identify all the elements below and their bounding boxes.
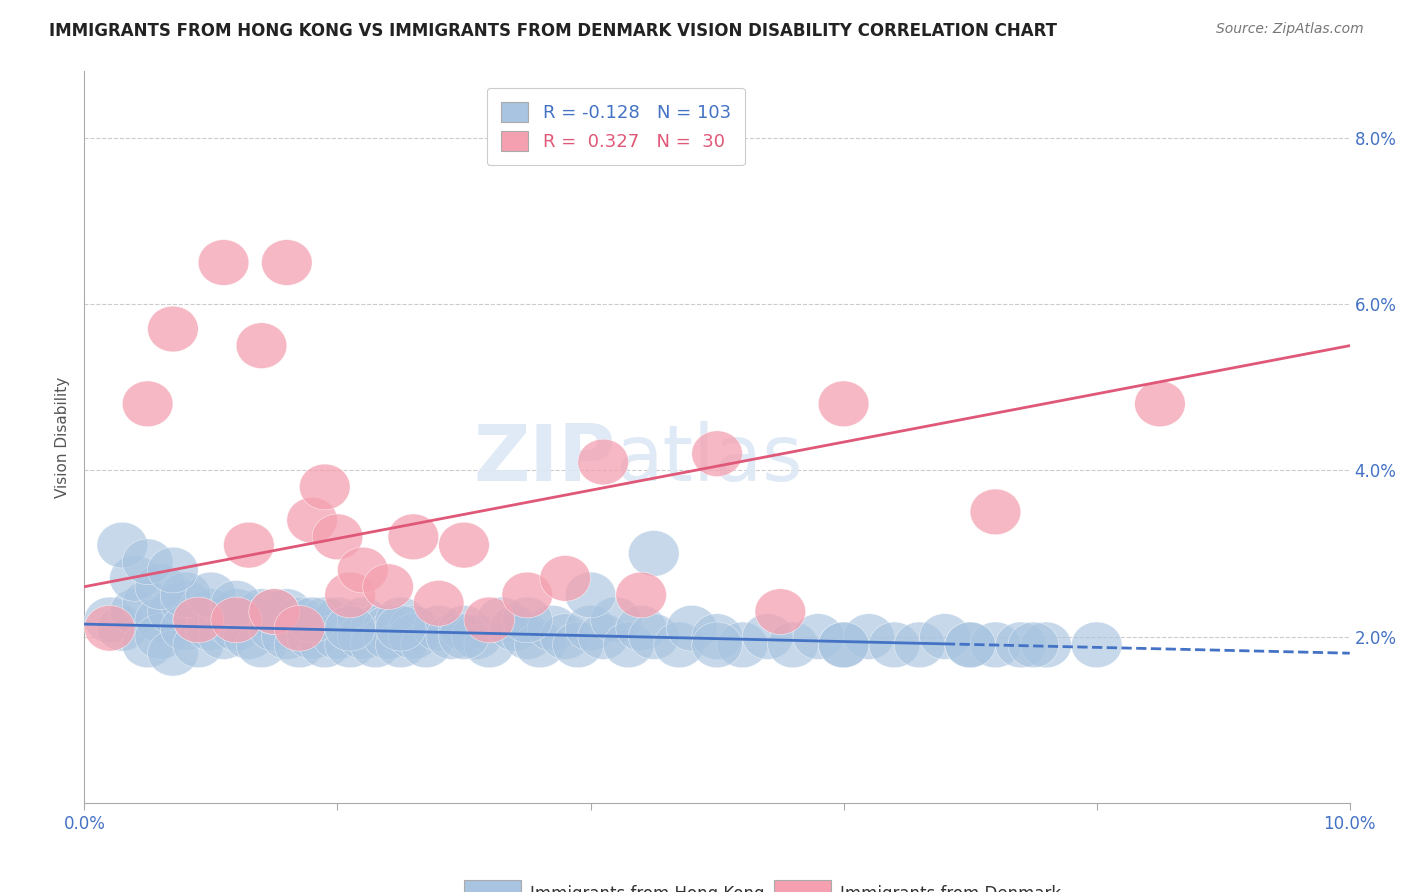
FancyBboxPatch shape (464, 880, 520, 892)
Legend: R = -0.128   N = 103, R =  0.327   N =  30: R = -0.128 N = 103, R = 0.327 N = 30 (486, 87, 745, 165)
Text: Immigrants from Denmark: Immigrants from Denmark (839, 885, 1062, 892)
Text: ZIP: ZIP (474, 421, 616, 497)
FancyBboxPatch shape (775, 880, 831, 892)
Text: Immigrants from Hong Kong: Immigrants from Hong Kong (530, 885, 765, 892)
Text: Source: ZipAtlas.com: Source: ZipAtlas.com (1216, 22, 1364, 37)
Text: IMMIGRANTS FROM HONG KONG VS IMMIGRANTS FROM DENMARK VISION DISABILITY CORRELATI: IMMIGRANTS FROM HONG KONG VS IMMIGRANTS … (49, 22, 1057, 40)
Y-axis label: Vision Disability: Vision Disability (55, 376, 70, 498)
Text: atlas: atlas (616, 421, 803, 497)
